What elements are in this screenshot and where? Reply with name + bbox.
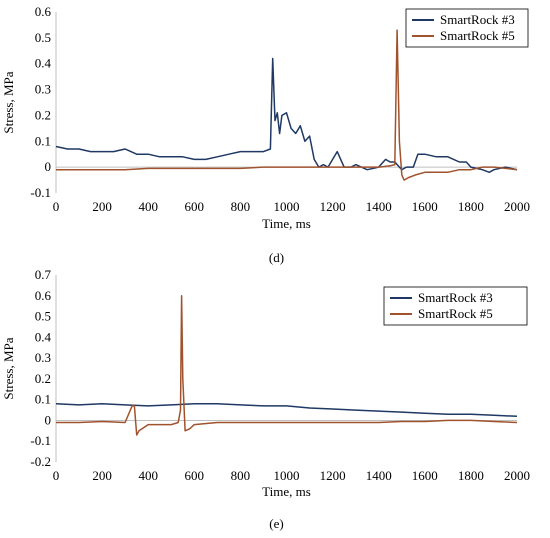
y-axis-title: Stress, MPa xyxy=(1,337,16,399)
x-tick-label: 1600 xyxy=(412,468,438,483)
x-tick-label: 400 xyxy=(138,199,158,214)
legend-box xyxy=(405,8,529,48)
chart-panel-d: -0.100.10.20.30.40.50.60 200 400 600 800 1000… xyxy=(1,4,530,265)
y-tick-label: 0.4 xyxy=(35,56,52,71)
series-line-smartrock-5 xyxy=(56,295,518,436)
y-axis-title: Stress, MPa xyxy=(1,71,16,133)
y-tick-label: 0.5 xyxy=(35,309,51,324)
x-tick-label: 1200 xyxy=(320,468,346,483)
x-tick-label: 1400 xyxy=(366,199,392,214)
x-tick-label: 200 xyxy=(92,468,112,483)
y-tick-label: 0.7 xyxy=(35,267,52,282)
x-axis-title: Time, ms xyxy=(262,216,311,231)
y-tick-label: 0.6 xyxy=(35,288,52,303)
legend-box xyxy=(383,286,528,326)
chart-panel-e: -0.2 -0.1 0 0.1 0.2 0.3 0.4 0.5 0.6 0.7 0 200 400 600… xyxy=(1,267,530,531)
series-line-smartrock-3 xyxy=(55,57,518,174)
x-tick-label: 1000 xyxy=(274,199,300,214)
x-tick-label: 1600 xyxy=(412,199,438,214)
x-tick-label: 0 xyxy=(53,468,60,483)
series-line-smartrock-5 xyxy=(56,29,518,181)
x-tick-label: 2000 xyxy=(504,199,530,214)
y-tick-label: 0.2 xyxy=(35,107,51,122)
y-tick-label: -0.2 xyxy=(30,454,51,469)
y-tick-label: -0.1 xyxy=(30,185,51,200)
y-tick-label: 0.2 xyxy=(35,371,51,386)
x-tick-label: 200 xyxy=(92,199,112,214)
x-tick-label: 400 xyxy=(138,468,158,483)
x-tick-label: 600 xyxy=(185,468,205,483)
y-tick-label: 0.1 xyxy=(35,392,51,407)
x-tick-label: 600 xyxy=(185,199,205,214)
y-tick-label: 0.3 xyxy=(35,82,51,97)
legend-label: SmartRock #5 xyxy=(440,28,515,43)
series-line-smartrock-3 xyxy=(55,403,518,418)
y-tick-label: 0.1 xyxy=(35,133,51,148)
x-tick-label: 0 xyxy=(53,199,60,214)
x-tick-label: 800 xyxy=(231,199,251,214)
y-tick-label: 0.6 xyxy=(35,4,52,19)
x-tick-label: 1200 xyxy=(320,199,346,214)
y-tick-label: 0 xyxy=(45,412,52,427)
y-tick-label: 0.5 xyxy=(35,30,51,45)
x-tick-label: 1800 xyxy=(458,468,484,483)
y-tick-label: -0.1 xyxy=(30,433,51,448)
x-tick-label: 1800 xyxy=(458,199,484,214)
x-tick-label: 1000 xyxy=(274,468,300,483)
panel-label: (e) xyxy=(269,516,283,531)
panel-label: (d) xyxy=(269,250,284,265)
x-tick-label: 1400 xyxy=(366,468,392,483)
y-tick-label: 0.3 xyxy=(35,350,51,365)
x-tick-label: 2000 xyxy=(504,468,530,483)
legend-label: SmartRock #3 xyxy=(440,12,515,27)
legend-label: SmartRock #5 xyxy=(418,306,493,321)
y-tick-label: 0 xyxy=(45,159,52,174)
legend-label: SmartRock #3 xyxy=(418,290,493,305)
y-tick-label: 0.4 xyxy=(35,329,52,344)
x-axis-title: Time, ms xyxy=(262,484,311,499)
x-tick-label: 800 xyxy=(231,468,251,483)
